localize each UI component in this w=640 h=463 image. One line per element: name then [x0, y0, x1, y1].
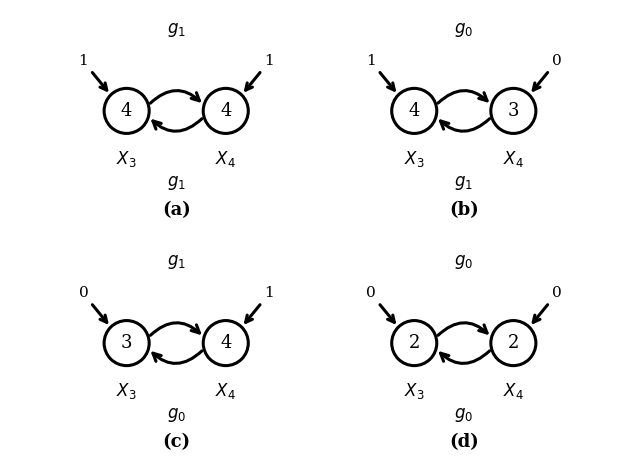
Text: 2: 2	[408, 334, 420, 352]
Circle shape	[204, 320, 248, 366]
Text: $X_3$: $X_3$	[404, 382, 424, 401]
FancyArrowPatch shape	[440, 119, 490, 131]
Text: 1: 1	[79, 54, 88, 68]
Text: $X_4$: $X_4$	[503, 149, 524, 169]
Circle shape	[204, 88, 248, 133]
Text: $g_1$: $g_1$	[167, 253, 186, 271]
Text: $X_3$: $X_3$	[116, 382, 137, 401]
Text: 3: 3	[508, 102, 519, 120]
Text: $g_0$: $g_0$	[454, 21, 474, 39]
FancyArrowPatch shape	[153, 119, 202, 131]
Circle shape	[104, 320, 149, 366]
Text: $g_1$: $g_1$	[167, 174, 186, 192]
Text: $X_4$: $X_4$	[503, 382, 524, 401]
Circle shape	[392, 88, 436, 133]
Text: $X_3$: $X_3$	[116, 149, 137, 169]
Text: (c): (c)	[162, 433, 190, 451]
Text: $X_4$: $X_4$	[215, 382, 236, 401]
FancyArrowPatch shape	[438, 323, 487, 335]
Text: 4: 4	[408, 102, 420, 120]
Text: $X_3$: $X_3$	[404, 149, 424, 169]
FancyArrowPatch shape	[153, 351, 202, 363]
Text: 0: 0	[366, 286, 376, 300]
Text: 1: 1	[264, 286, 274, 300]
Text: $g_1$: $g_1$	[454, 174, 473, 192]
Text: 4: 4	[220, 334, 232, 352]
Text: 1: 1	[366, 54, 376, 68]
Text: $g_0$: $g_0$	[166, 406, 186, 424]
Text: 0: 0	[552, 286, 561, 300]
Text: 0: 0	[79, 286, 88, 300]
Text: $X_4$: $X_4$	[215, 149, 236, 169]
Circle shape	[104, 88, 149, 133]
Text: 4: 4	[220, 102, 232, 120]
Text: 0: 0	[552, 54, 561, 68]
Text: 1: 1	[264, 54, 274, 68]
Circle shape	[392, 320, 436, 366]
Text: 3: 3	[121, 334, 132, 352]
Text: (b): (b)	[449, 201, 479, 219]
Text: (a): (a)	[162, 201, 191, 219]
Text: 2: 2	[508, 334, 519, 352]
Text: $g_0$: $g_0$	[454, 406, 474, 424]
Text: 4: 4	[121, 102, 132, 120]
Circle shape	[491, 320, 536, 366]
Text: $g_0$: $g_0$	[454, 253, 474, 271]
FancyArrowPatch shape	[150, 323, 200, 335]
FancyArrowPatch shape	[438, 91, 487, 103]
Circle shape	[491, 88, 536, 133]
Text: (d): (d)	[449, 433, 479, 451]
Text: $g_1$: $g_1$	[167, 21, 186, 39]
FancyArrowPatch shape	[150, 91, 200, 103]
FancyArrowPatch shape	[440, 351, 490, 363]
